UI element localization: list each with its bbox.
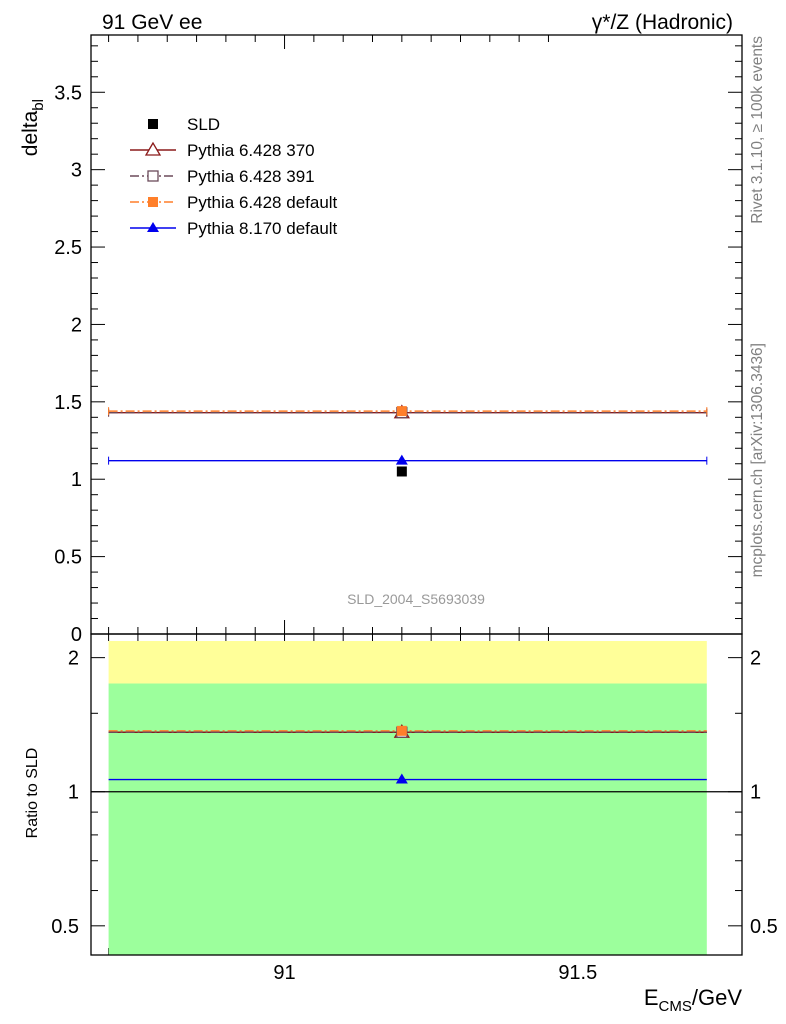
- x-axis-label-subscript: CMS: [659, 998, 692, 1015]
- main-ylabel-subscript: bl: [30, 99, 47, 111]
- ratio-band-1: [108, 640, 707, 684]
- legend-marker-1: [144, 141, 162, 156]
- legend-marker-3: [148, 197, 158, 207]
- x-axis-label-text: E: [644, 985, 659, 1010]
- series-point-3: [396, 406, 407, 417]
- xtick-label: 91.5: [558, 962, 597, 984]
- x-axis-label: ECMS/GeV: [644, 985, 742, 1015]
- ratio-ytick-label-right: 2: [750, 648, 761, 670]
- svg-text:deltabl: deltabl: [19, 99, 47, 156]
- ratio-frame: [90, 633, 743, 956]
- ratio-ytick-label-right: 0.5: [750, 916, 778, 938]
- series-point-4: [395, 454, 408, 465]
- legend-marker-2: [147, 170, 159, 182]
- plot-header-right: γ*/Z (Hadronic): [592, 11, 733, 34]
- plot-header-left: 91 GeV ee: [102, 11, 202, 34]
- ratio-panel: 91 91.5 0.5 0.5 1 1 2 2: [51, 633, 778, 984]
- ratio-ytick-label-left: 1: [68, 782, 79, 804]
- analysis-id-watermark: SLD_2004_S5693039: [347, 591, 485, 607]
- main-ytick-label: 1: [71, 469, 82, 491]
- ratio-ylabel: Ratio to SLD: [24, 748, 41, 839]
- legend-label-2: Pythia 6.428 391: [187, 167, 315, 186]
- main-ytick-label: 0: [71, 624, 82, 646]
- ratio-ytick-label-left: 0.5: [51, 916, 79, 938]
- legend-label-4: Pythia 8.170 default: [187, 219, 338, 238]
- main-ytick-label: 3.5: [54, 82, 82, 104]
- main-panel: 0 0.5 1 1.5 2 2.5 3 3.5 SLD Pythia 6.428 370 Pythi…: [54, 34, 743, 955]
- x-axis-label-suffix: /GeV: [692, 985, 742, 1010]
- legend-label-1: Pythia 6.428 370: [187, 141, 315, 160]
- legend-marker-0: [148, 119, 158, 129]
- xtick-label: 91: [273, 962, 295, 984]
- legend-marker-4: [147, 222, 159, 232]
- ratio-ytick-label-right: 1: [750, 782, 761, 804]
- legend-label-3: Pythia 6.428 default: [187, 193, 338, 212]
- main-ylabel-text: delta: [19, 110, 42, 156]
- mcplots-label: mcplots.cern.ch [arXiv:1306.3436]: [749, 343, 766, 577]
- main-ytick-label: 1.5: [54, 392, 82, 414]
- main-ytick-label: 2.5: [54, 237, 82, 259]
- data-point-sld: [396, 466, 407, 477]
- ratio-series-point-4: [395, 773, 408, 784]
- ratio-band-0: [108, 683, 707, 955]
- rivet-version-label: Rivet 3.1.10, ≥ 100k events: [749, 36, 766, 224]
- ratio-ytick-label-left: 2: [68, 648, 79, 670]
- main-ytick-label: 3: [71, 160, 82, 182]
- main-ytick-label: 0.5: [54, 547, 82, 569]
- ratio-series-point-3: [396, 725, 407, 736]
- legend-label-0: SLD: [187, 115, 220, 134]
- main-ylabel: deltabl: [19, 99, 47, 156]
- main-ytick-label: 2: [71, 314, 82, 336]
